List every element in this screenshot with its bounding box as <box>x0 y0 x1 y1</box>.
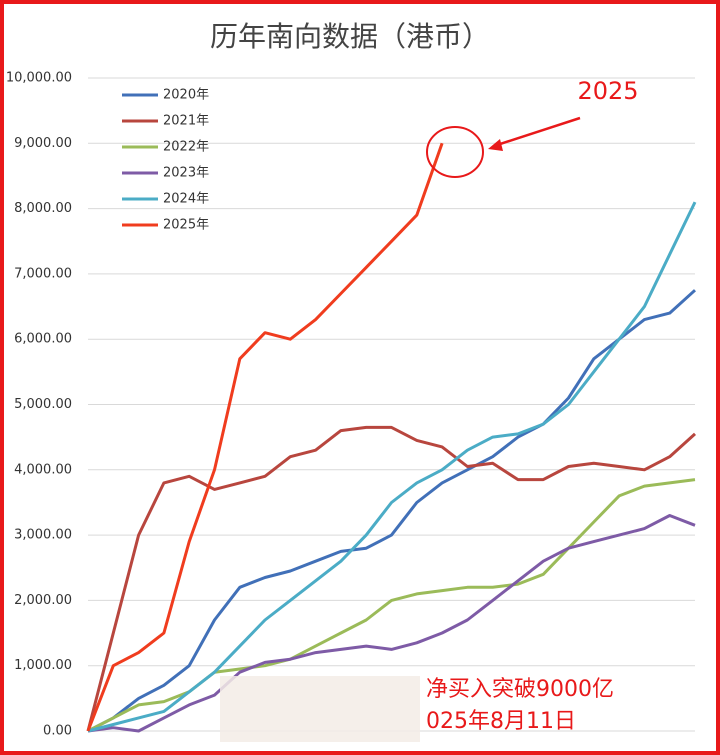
lines: 2020年 2021年 2022年 2023年 2024年 2025年 <box>86 88 697 733</box>
legend-label: 2022年 <box>163 140 209 155</box>
series-line <box>87 514 696 733</box>
legend-label: 2021年 <box>163 114 209 129</box>
overlay <box>220 676 420 742</box>
legend-label: 2023年 <box>163 166 209 181</box>
legend-label: 2024年 <box>163 192 209 207</box>
y-tick-label: 1,000.00 <box>14 658 72 673</box>
series-line <box>87 201 697 733</box>
series-line <box>86 425 697 732</box>
y-tick-label: 10,000.00 <box>6 71 72 86</box>
legend-label: 2020年 <box>163 88 209 103</box>
y-tick-label: 2,000.00 <box>14 593 72 608</box>
grid: 0.00 1,000.00 2,000.00 3,000.00 4,000.00 5,00… <box>6 71 695 739</box>
annotation: 净买入突破9000亿 <box>426 677 614 702</box>
legend-label: 2025年 <box>163 218 209 233</box>
series-line <box>87 289 697 733</box>
y-tick-label: 9,000.00 <box>14 136 72 151</box>
y-tick-label: 8,000.00 <box>14 201 72 216</box>
y-tick-label: 7,000.00 <box>14 266 72 281</box>
annotation: 025年8月11日 <box>426 709 576 734</box>
y-tick-label: 5,000.00 <box>14 397 72 412</box>
y-tick-label: 0.00 <box>43 724 72 739</box>
arrow <box>493 116 581 148</box>
chart-title: 历年南向数据（港币） <box>210 20 490 53</box>
y-tick-label: 6,000.00 <box>14 332 72 347</box>
y-tick-label: 4,000.00 <box>14 462 72 477</box>
arrow-head <box>488 139 503 151</box>
series-line <box>86 142 444 732</box>
highlight-circle <box>426 126 484 178</box>
y-tick-label: 3,000.00 <box>14 528 72 543</box>
annotation: 2025 <box>577 77 638 105</box>
